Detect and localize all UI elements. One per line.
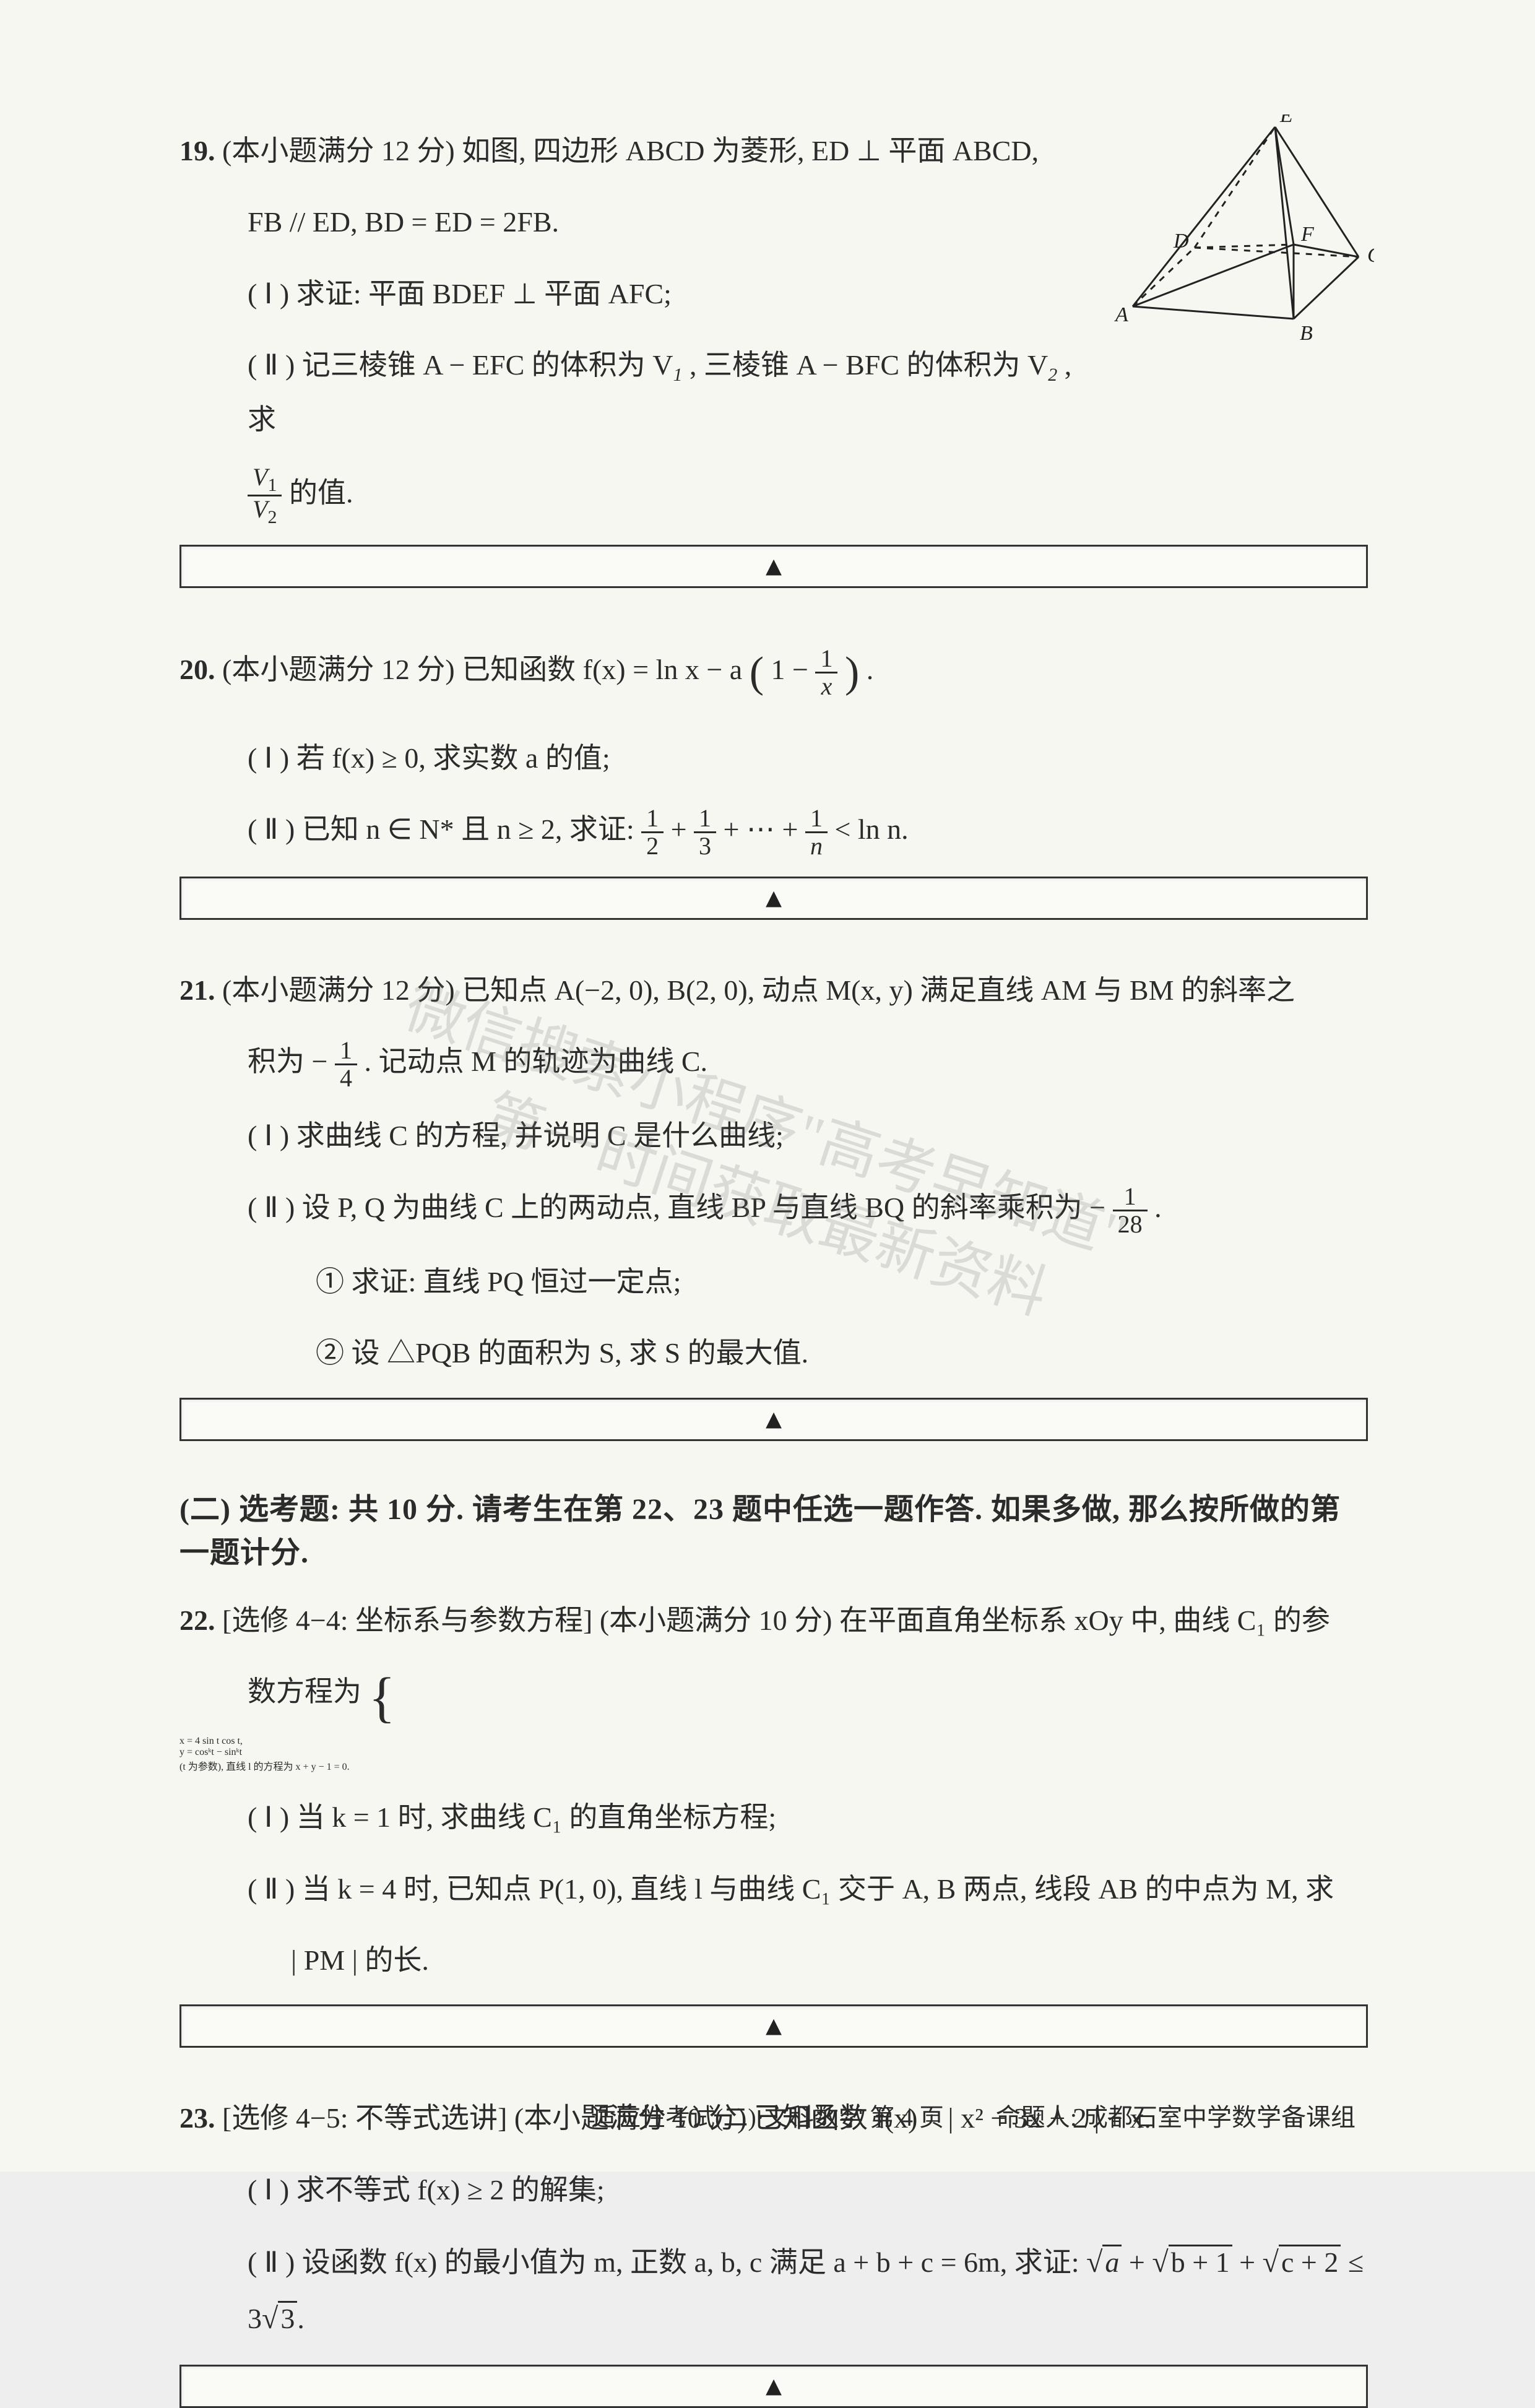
q20-line1a: (本小题满分 12 分) 已知函数 f(x) = ln x − a [222,654,742,685]
svg-text:E: E [1279,115,1293,127]
q19-number: 19. [179,135,215,167]
question-21: 21. (本小题满分 12 分) 已知点 A(−2, 0), B(2, 0), … [179,963,1368,1440]
q21-line2: 积为 − 14 . 记动点 M 的轨迹为曲线 C. [179,1034,1368,1091]
q21-line1: (本小题满分 12 分) 已知点 A(−2, 0), B(2, 0), 动点 M… [222,974,1295,1006]
svg-text:D: D [1173,230,1189,253]
section-2-heading: (二) 选考题: 共 10 分. 请考生在第 22、23 题中任选一题作答. 如… [179,1484,1368,1571]
q20-number: 20. [179,654,215,685]
footer-right: 命题人: 成都石室中学数学备课组 [996,2097,1356,2133]
question-20: 20. (本小题满分 12 分) 已知函数 f(x) = ln x − a ( … [179,631,1368,920]
q23-part1: ( Ⅰ ) 求不等式 f(x) ≥ 2 的解集; [179,2163,1368,2217]
q21-answer-box [179,1398,1368,1441]
svg-text:B: B [1300,322,1313,344]
q20-part2: ( Ⅱ ) 已知 n ∈ N* 且 n ≥ 2, 求证: 12 + 13 + ⋯… [179,802,1368,859]
q22-number: 22. [179,1605,215,1636]
q20-answer-box [179,877,1368,920]
q21-sub2: ② 设 △PQB 的面积为 S, 求 S 的最大值. [179,1326,1368,1380]
footer-center: 适应性考试(二)·文科数学 第 4 页 [591,2097,944,2133]
q22-answer-box [179,2004,1368,2048]
q20-part1: ( Ⅰ ) 若 f(x) ≥ 0, 求实数 a 的值; [179,731,1368,785]
question-22: 22. [选修 4−4: 坐标系与参数方程] (本小题满分 10 分) 在平面直… [179,1593,1368,2048]
q19-fraction-line: V1 V2 的值. [179,464,1368,527]
q19-part2: ( Ⅱ ) 记三棱锥 A − EFC 的体积为 V1 , 三棱锥 A − BFC… [179,338,1368,447]
svg-text:A: A [1114,303,1128,326]
exam-page: A B C D E F 19. (本小题满分 12 分) 如图, 四边形 ABCD 为菱形… [0,0,1535,2172]
q19-answer-box [179,545,1368,588]
question-23: 23. [选修 4−5: 不等式选讲] (本小题满分 10 分) 已知函数 f(… [179,2091,1368,2407]
svg-text:C: C [1367,244,1374,267]
q22-part3: | PM | 的长. [179,1933,1368,1987]
q22-part1: ( Ⅰ ) 当 k = 1 时, 求曲线 C₁ 的直角坐标方程; [179,1790,1368,1844]
q23-part2: ( Ⅱ ) 设函数 f(x) 的最小值为 m, 正数 a, b, c 满足 a … [179,2234,1368,2347]
q21-part1: ( Ⅰ ) 求曲线 C 的方程, 并说明 C 是什么曲线; [179,1109,1368,1163]
q21-number: 21. [179,974,215,1006]
q22-line1: [选修 4−4: 坐标系与参数方程] (本小题满分 10 分) 在平面直角坐标系… [222,1605,1330,1636]
q19-diagram: A B C D E F [1114,115,1374,344]
q21-part2: ( Ⅱ ) 设 P, Q 为曲线 C 上的两动点, 直线 BP 与直线 BQ 的… [179,1180,1368,1237]
q22-line2: 数方程为 { [179,1665,1368,1718]
q19-line1: (本小题满分 12 分) 如图, 四边形 ABCD 为菱形, ED ⊥ 平面 A… [222,135,1039,167]
q23-answer-box [179,2365,1368,2408]
q23-number: 23. [179,2102,215,2134]
q21-sub1: ① 求证: 直线 PQ 恒过一定点; [179,1255,1368,1309]
svg-text:F: F [1300,223,1315,246]
q19-v-ratio: V1 V2 [248,464,282,527]
q22-part2: ( Ⅱ ) 当 k = 4 时, 已知点 P(1, 0), 直线 l 与曲线 C… [179,1862,1368,1916]
